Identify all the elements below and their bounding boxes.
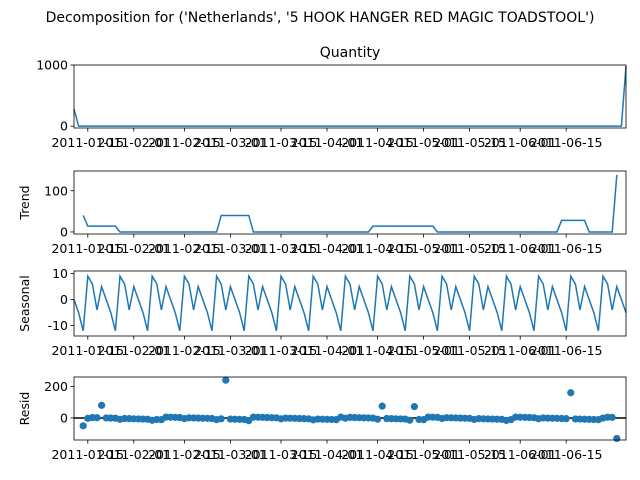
x-tick-label: 2011-06-15 [530, 135, 603, 150]
subplot-3: 02002011-01-152011-02-012011-02-152011-0… [17, 376, 627, 462]
y-tick-label: 0 [60, 224, 68, 239]
resid-point [567, 389, 575, 397]
x-tick-label: 2011-05-01 [387, 241, 460, 256]
y-tick-label: -10 [48, 318, 68, 333]
axes-frame [73, 376, 627, 441]
y-tick-label: 0 [60, 410, 68, 425]
x-tick-label: 2011-03-15 [245, 241, 318, 256]
x-tick-label: 2011-03-15 [245, 447, 318, 462]
x-tick-label: 2011-04-15 [341, 135, 414, 150]
resid-point [222, 376, 230, 384]
resid-point [93, 414, 101, 422]
subplot-2: -100102011-01-152011-02-012011-02-152011… [17, 266, 627, 358]
x-tick-label: 2011-02-15 [148, 447, 221, 462]
x-tick-label: 2011-03-01 [194, 343, 267, 358]
x-tick-label: 2011-06-01 [484, 343, 557, 358]
resid-point [79, 422, 87, 430]
resid-point [374, 415, 382, 423]
x-tick-label: 2011-05-15 [433, 135, 506, 150]
resid-point [613, 434, 621, 443]
x-tick-label: 2011-06-01 [484, 135, 557, 150]
x-tick-label: 2011-03-01 [194, 241, 267, 256]
x-tick-label: 2011-04-15 [341, 241, 414, 256]
resid-point [378, 402, 386, 410]
resid-point [562, 415, 570, 423]
x-tick-label: 2011-01-15 [51, 135, 124, 150]
series-line-2 [73, 273, 627, 331]
x-tick-label: 2011-04-01 [291, 135, 364, 150]
y-axis-label: Seasonal [17, 275, 32, 332]
y-tick-label: 1000 [36, 58, 68, 73]
resid-point [608, 413, 616, 421]
x-tick-label: 2011-01-15 [51, 241, 124, 256]
x-tick-label: 2011-04-01 [291, 447, 364, 462]
x-tick-label: 2011-05-01 [387, 447, 460, 462]
resid-point [410, 403, 418, 411]
y-tick-label: 10 [52, 266, 68, 281]
x-tick-label: 2011-06-15 [530, 241, 603, 256]
x-tick-label: 2011-02-01 [97, 135, 170, 150]
y-axis-label: Resid [17, 392, 32, 426]
x-tick-label: 2011-02-01 [97, 241, 170, 256]
x-tick-label: 2011-06-15 [530, 447, 603, 462]
x-tick-label: 2011-03-15 [245, 135, 318, 150]
subplot-1: 01002011-01-152011-02-012011-02-152011-0… [17, 170, 627, 256]
x-tick-label: 2011-02-15 [148, 343, 221, 358]
x-tick-label: 2011-01-15 [51, 343, 124, 358]
x-tick-label: 2011-06-01 [484, 447, 557, 462]
x-tick-label: 2011-06-15 [530, 343, 603, 358]
series-line-0 [73, 66, 627, 127]
x-tick-label: 2011-03-15 [245, 343, 318, 358]
x-tick-label: 2011-01-15 [51, 447, 124, 462]
x-tick-label: 2011-03-01 [194, 447, 267, 462]
x-tick-label: 2011-04-01 [291, 343, 364, 358]
quantity-title: Quantity [320, 45, 381, 61]
figure-suptitle: Decomposition for ('Netherlands', '5 HOO… [46, 10, 595, 26]
x-tick-label: 2011-04-15 [341, 447, 414, 462]
x-tick-label: 2011-02-15 [148, 241, 221, 256]
resid-point [217, 415, 225, 423]
x-tick-label: 2011-04-01 [291, 241, 364, 256]
x-tick-label: 2011-06-01 [484, 241, 557, 256]
series-line-1 [82, 175, 618, 233]
x-tick-label: 2011-02-15 [148, 135, 221, 150]
x-tick-label: 2011-05-15 [433, 447, 506, 462]
axes-frame [73, 64, 627, 129]
y-axis-label: Trend [17, 185, 32, 220]
x-tick-label: 2011-02-01 [97, 343, 170, 358]
subplot-0: 010002011-01-152011-02-012011-02-152011-… [36, 58, 627, 150]
axes-frame [73, 170, 627, 235]
x-tick-label: 2011-05-01 [387, 135, 460, 150]
axes-frame [73, 270, 627, 337]
subplot-panels: 010002011-01-152011-02-012011-02-152011-… [17, 58, 627, 462]
x-tick-label: 2011-05-15 [433, 241, 506, 256]
resid-point [98, 401, 106, 409]
y-tick-label: 0 [60, 292, 68, 307]
x-tick-label: 2011-05-15 [433, 343, 506, 358]
x-tick-label: 2011-02-01 [97, 447, 170, 462]
x-tick-label: 2011-05-01 [387, 343, 460, 358]
x-tick-label: 2011-03-01 [194, 135, 267, 150]
y-tick-label: 200 [44, 379, 68, 394]
x-tick-label: 2011-04-15 [341, 343, 414, 358]
y-tick-label: 0 [60, 119, 68, 134]
resid-point [406, 416, 414, 424]
y-tick-label: 100 [44, 183, 68, 198]
